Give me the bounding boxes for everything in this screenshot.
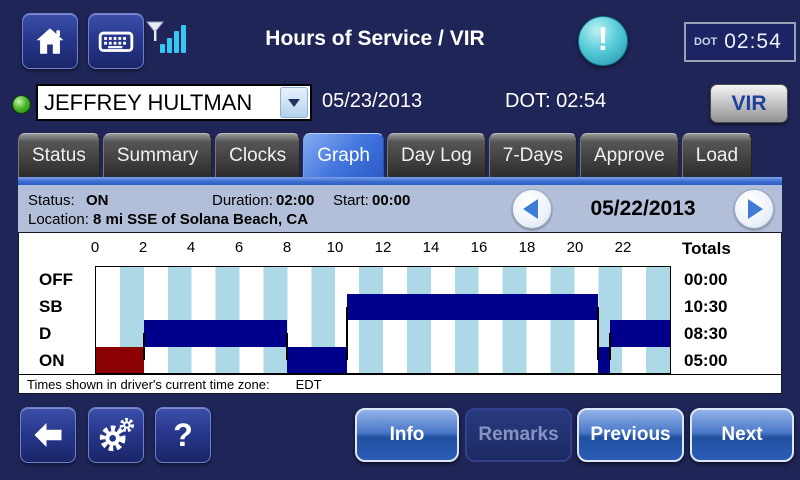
hour-tick-label: 6 [234,239,244,256]
tab-clocks[interactable]: Clocks [215,133,301,177]
info-button[interactable]: Info [355,408,459,462]
keyboard-button[interactable] [88,13,144,69]
duty-segment-d[interactable] [143,320,288,347]
hour-tick-label: 0 [90,239,100,256]
driver-select[interactable]: JEFFREY HULTMAN [36,84,312,121]
next-button[interactable]: Next [690,408,794,462]
duration-value: 02:00 [276,192,315,209]
driver-name: JEFFREY HULTMAN [44,89,253,115]
total-off: 00:00 [684,269,728,289]
question-icon: ? [173,416,193,453]
status-change-connector [286,333,289,360]
hour-tick-label: 12 [374,239,392,256]
duration-label: Duration: [212,192,273,209]
connection-status-led [12,95,31,114]
status-value: ON [86,192,109,209]
dot-time-value: 02:54 [556,90,607,112]
status-change-connector [346,306,349,360]
duty-graph-panel: 0 2 4 6 8 10 12 14 16 18 20 22 Totals OFF SB D ON 00:0… [18,232,782,394]
hour-tick-label: 22 [614,239,632,256]
keyboard-icon [98,31,134,52]
totals-header: Totals [682,239,731,258]
tab-load[interactable]: Load [681,133,753,177]
tab-approve[interactable]: Approve [579,133,679,177]
status-label: Status: [28,192,75,209]
signal-strength-icon [145,20,186,62]
duty-graph-plot [95,266,671,374]
location-value: 8 mi SSE of Solana Beach, CA [93,211,309,228]
hour-tick-label: 20 [566,239,584,256]
settings-button[interactable] [88,407,144,463]
duty-segment-on[interactable] [598,346,611,373]
duty-segment-sb[interactable] [347,293,599,320]
exclamation-icon: ! [597,21,609,57]
row-label-on: ON [39,350,65,370]
dot-clock-label: DOT [694,36,718,48]
hour-tick-label: 4 [186,239,196,256]
home-icon [36,28,64,54]
total-d: 08:30 [684,323,728,343]
duty-segment-d[interactable] [610,320,670,347]
alert-button[interactable]: ! [578,16,628,66]
current-date: 05/23/2013 [322,90,423,112]
dot-clock-display: DOT 02:54 [684,22,796,62]
footnote-timezone: EDT [295,376,322,392]
duty-totals-column: 00:00 10:30 08:30 05:00 [671,266,781,374]
arrow-right-icon [747,198,763,219]
chevron-down-icon [288,98,300,107]
duty-segment-on-selected[interactable] [96,346,144,373]
vir-button[interactable]: VIR [710,84,788,123]
status-change-connector [142,333,145,360]
home-button[interactable] [22,13,78,69]
help-button[interactable]: ? [155,407,211,463]
active-tab-strip [18,177,782,185]
total-sb: 10:30 [684,296,728,316]
graph-date: 05/22/2013 [590,196,696,220]
status-change-connector [609,333,612,360]
dot-time-label: DOT: [505,90,551,112]
footnote-text: Times shown in driver's current time zon… [27,376,270,392]
duty-row-labels: OFF SB D ON [19,266,95,374]
start-label: Start: [333,192,369,209]
day-navigation: 05/22/2013 [512,188,774,229]
row-label-off: OFF [39,269,73,289]
tab-status[interactable]: Status [18,133,100,177]
location-label: Location: [28,211,89,228]
tab-bar: Status Summary Clocks Graph Day Log 7-Days App… [18,133,782,177]
hour-tick-label: 14 [422,239,440,256]
dropdown-button[interactable] [280,87,308,118]
hour-tick-label: 10 [326,239,344,256]
hour-tick-label: 18 [518,239,536,256]
row-label-sb: SB [39,296,63,316]
dot-time-text: DOT: 02:54 [505,90,606,113]
tab-summary[interactable]: Summary [102,133,213,177]
start-value: 00:00 [372,192,411,209]
hour-tick-label: 8 [282,239,292,256]
next-day-button[interactable] [733,188,774,229]
page-title: Hours of Service / VIR [265,27,485,50]
duty-segment-on[interactable] [287,346,348,373]
status-change-connector [597,306,600,360]
tab-7-days[interactable]: 7-Days [488,133,577,177]
previous-day-button[interactable] [512,188,552,229]
tab-graph[interactable]: Graph [303,133,384,177]
dot-clock-time: 02:54 [724,30,782,53]
arrow-left-icon [34,423,62,447]
timezone-footnote: Times shown in driver's current time zon… [19,374,781,393]
hour-tick-label: 2 [138,239,148,256]
remarks-button[interactable]: Remarks [465,408,572,462]
hour-axis: 0 2 4 6 8 10 12 14 16 18 20 22 [91,239,671,261]
previous-button[interactable]: Previous [577,408,684,462]
tab-day-log[interactable]: Day Log [387,133,486,177]
total-on: 05:00 [684,350,728,370]
row-label-d: D [39,323,52,343]
arrow-left-icon [523,198,538,219]
segment-status-bar: Status: ON Duration: 02:00 Start: 00:00 … [18,185,782,232]
back-button[interactable] [20,407,76,463]
hour-tick-label: 16 [470,239,488,256]
gear-icon [99,417,135,452]
